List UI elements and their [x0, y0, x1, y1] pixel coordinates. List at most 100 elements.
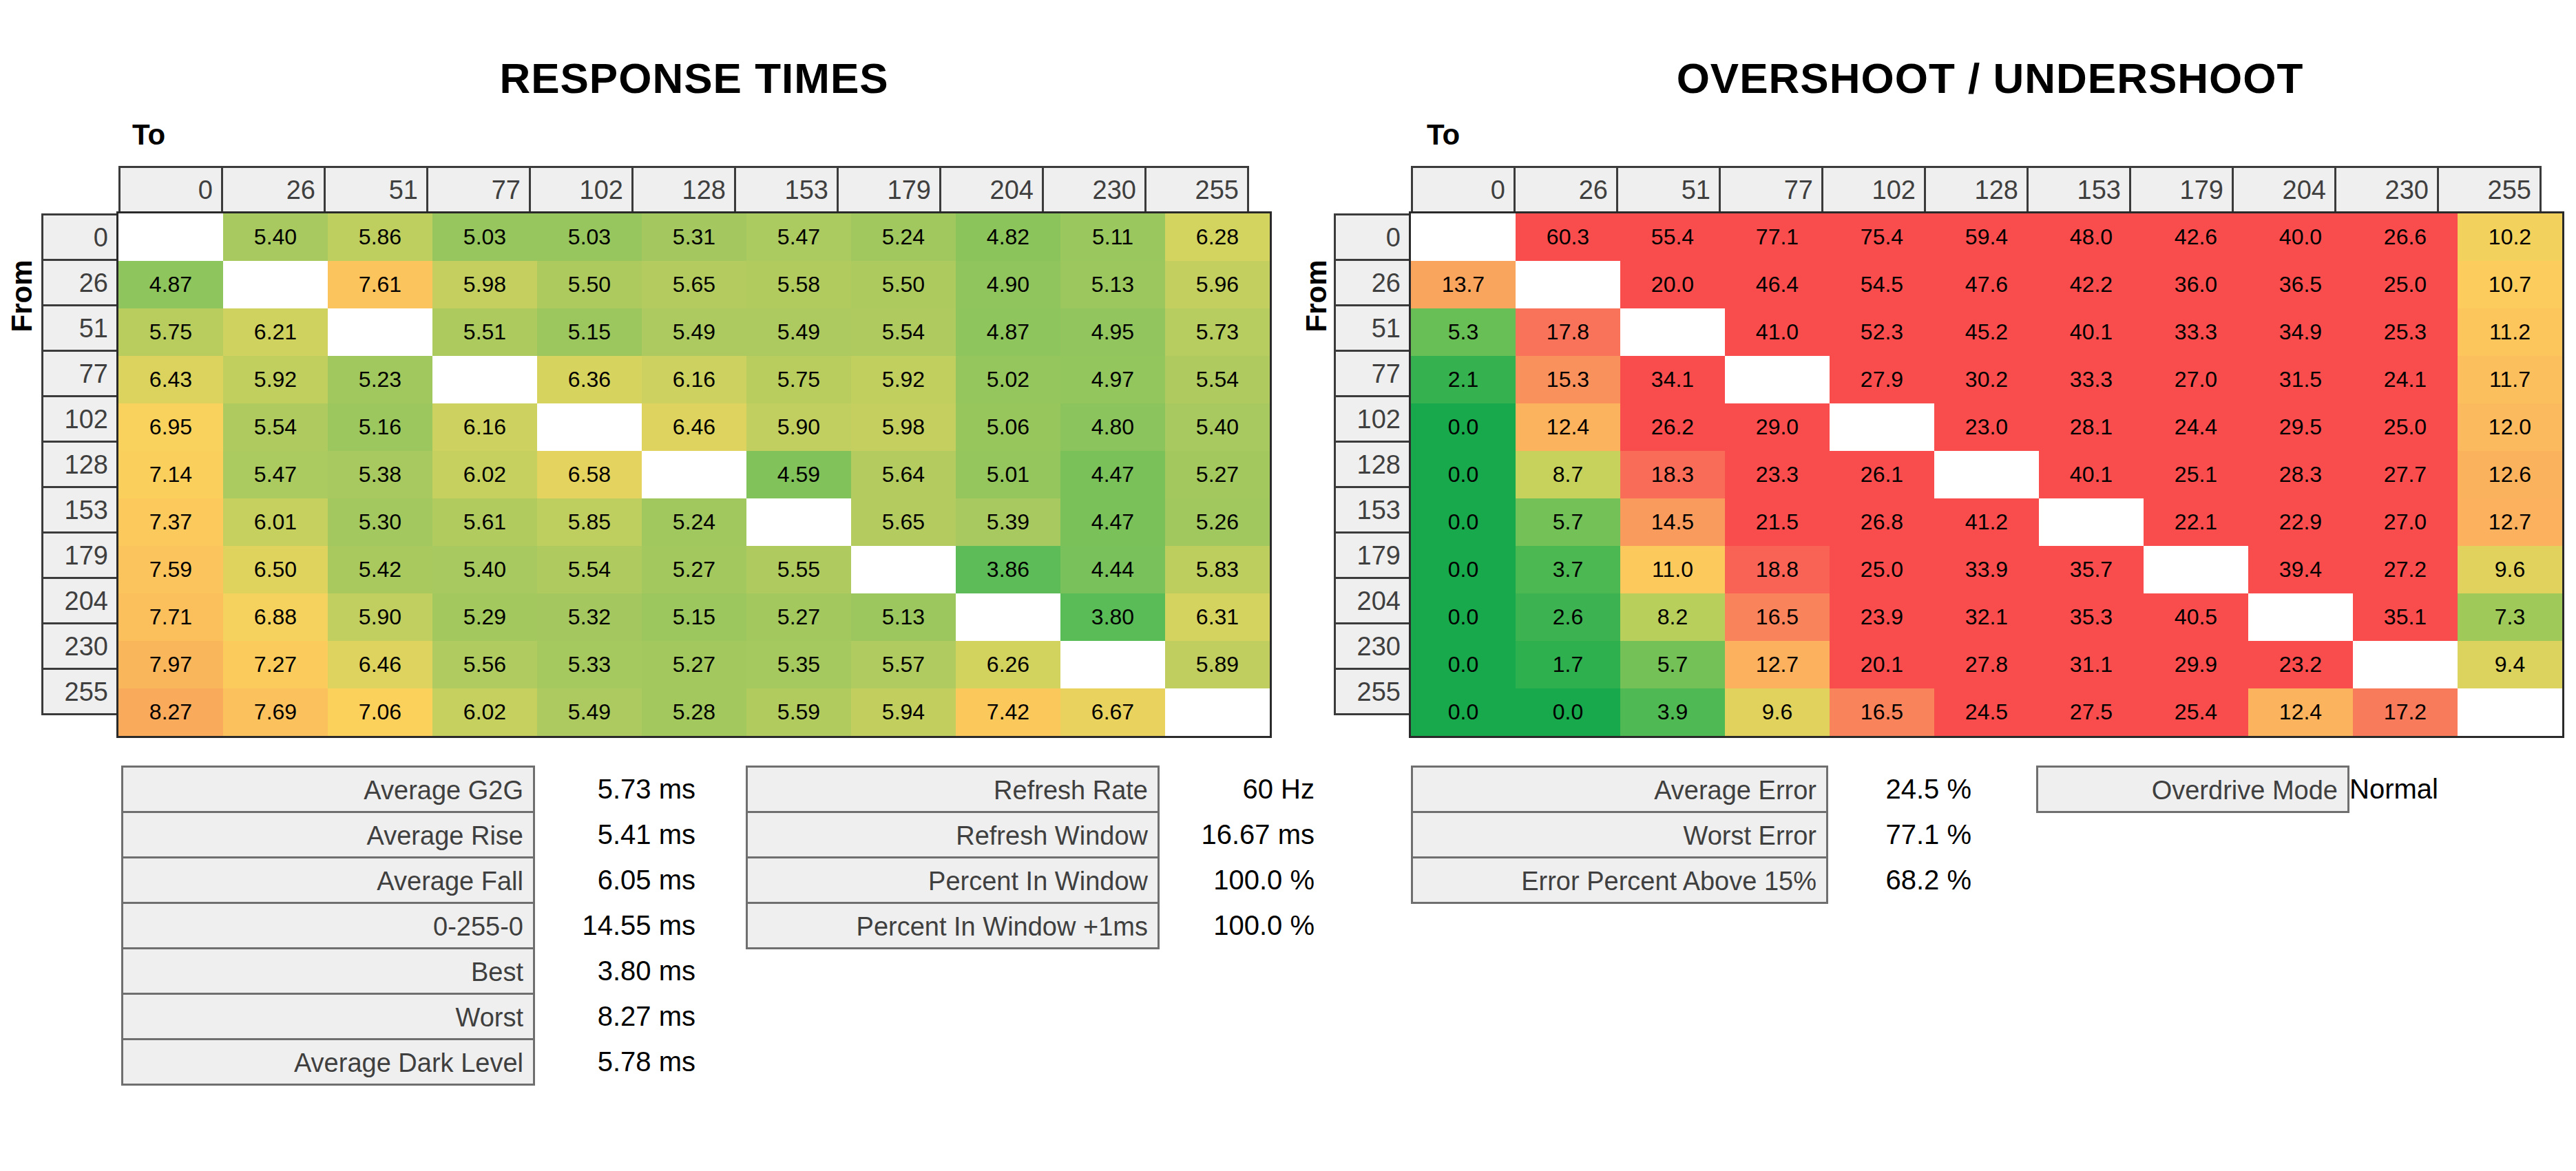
to-level-header: 0: [1411, 166, 1516, 213]
stat-label: Best: [121, 947, 535, 995]
heatmap-cell: 3.80: [1060, 593, 1165, 641]
heatmap-cell: 22.9: [2248, 498, 2353, 546]
from-level-label: 102: [1334, 395, 1411, 443]
heatmap-cell: 23.2: [2248, 641, 2353, 688]
heatmap-cell: 36.5: [2248, 261, 2353, 308]
heatmap-cell: 9.6: [2458, 546, 2562, 593]
heatmap-cell: 27.0: [2144, 356, 2248, 403]
heatmap-cell: 5.49: [642, 308, 746, 356]
heatmap-cell: 25.0: [2353, 261, 2458, 308]
heatmap-cell: 5.27: [1165, 451, 1270, 498]
heatmap-cell: 20.0: [1620, 261, 1725, 308]
heatmap-cell: 4.47: [1060, 498, 1165, 546]
heatmap-cell: 5.54: [1165, 356, 1270, 403]
stat-row: Refresh Rate60 Hz: [746, 766, 1315, 813]
to-level-header: 179: [837, 166, 941, 213]
heatmap-cell: 4.87: [118, 261, 223, 308]
heatmap-cell: 17.8: [1516, 308, 1620, 356]
heatmap-diagonal-cell: [1725, 356, 1830, 403]
heatmap-cell: 26.6: [2353, 213, 2458, 261]
heatmap-cell: 5.54: [537, 546, 642, 593]
from-level-label: 179: [1334, 531, 1411, 579]
heatmap-cell: 75.4: [1830, 213, 1934, 261]
from-level-label: 204: [1334, 577, 1411, 624]
heatmap-diagonal-cell: [1934, 451, 2039, 498]
to-level-header: 77: [1719, 166, 1823, 213]
heatmap-cell: 35.7: [2039, 546, 2144, 593]
heatmap-cell: 0.0: [1411, 403, 1516, 451]
stat-value: 14.55 ms: [535, 902, 695, 949]
heatmap-cell: 4.59: [746, 451, 851, 498]
stat-row: Average Fall6.05 ms: [121, 856, 695, 904]
heatmap-cell: 5.27: [642, 546, 746, 593]
heatmap-cell: 8.7: [1516, 451, 1620, 498]
heatmap-cell: 0.0: [1411, 593, 1516, 641]
heatmap-cell: 6.28: [1165, 213, 1270, 261]
stat-row: Average Error24.5 %: [1411, 766, 1971, 813]
heatmap-cell: 39.4: [2248, 546, 2353, 593]
stat-value: 100.0 %: [1160, 856, 1315, 904]
overshoot-heatmap: 60.355.477.175.459.448.042.640.026.610.2…: [1409, 211, 2564, 738]
heatmap-cell: 4.90: [956, 261, 1060, 308]
heatmap-cell: 5.32: [537, 593, 642, 641]
heatmap-cell: 5.50: [537, 261, 642, 308]
heatmap-cell: 25.0: [2353, 403, 2458, 451]
overshoot-row-labels: 0265177102128153179204230255: [1334, 213, 1411, 715]
from-level-label: 51: [1334, 304, 1411, 352]
heatmap-cell: 8.27: [118, 688, 223, 736]
heatmap-cell: 5.98: [851, 403, 956, 451]
heatmap-cell: 5.54: [223, 403, 328, 451]
stat-value: 3.80 ms: [535, 947, 695, 995]
heatmap-cell: 11.0: [1620, 546, 1725, 593]
to-level-header: 77: [426, 166, 531, 213]
heatmap-cell: 5.85: [537, 498, 642, 546]
heatmap-cell: 6.16: [432, 403, 537, 451]
to-level-header: 255: [1144, 166, 1249, 213]
heatmap-diagonal-cell: [2248, 593, 2353, 641]
stat-value: 100.0 %: [1160, 902, 1315, 949]
heatmap-cell: 3.86: [956, 546, 1060, 593]
heatmap-cell: 5.27: [642, 641, 746, 688]
heatmap-cell: 5.24: [642, 498, 746, 546]
to-level-header: 26: [221, 166, 326, 213]
heatmap-cell: 26.8: [1830, 498, 1934, 546]
stat-row: Overdrive ModeNormal: [2036, 766, 2564, 813]
heatmap-cell: 5.96: [1165, 261, 1270, 308]
heatmap-cell: 1.7: [1516, 641, 1620, 688]
heatmap-diagonal-cell: [746, 498, 851, 546]
stat-label: 0-255-0: [121, 902, 535, 949]
to-level-header: 51: [324, 166, 428, 213]
stat-label: Average G2G: [121, 766, 535, 813]
heatmap-cell: 33.3: [2144, 308, 2248, 356]
heatmap-cell: 6.43: [118, 356, 223, 403]
heatmap-cell: 5.29: [432, 593, 537, 641]
heatmap-cell: 31.5: [2248, 356, 2353, 403]
heatmap-cell: 55.4: [1620, 213, 1725, 261]
stat-row: Worst8.27 ms: [121, 993, 695, 1040]
heatmap-cell: 5.26: [1165, 498, 1270, 546]
stat-value: Normal: [2349, 766, 2564, 813]
heatmap-cell: 2.6: [1516, 593, 1620, 641]
heatmap-diagonal-cell: [851, 546, 956, 593]
heatmap-cell: 4.95: [1060, 308, 1165, 356]
stat-row: Average G2G5.73 ms: [121, 766, 695, 813]
heatmap-cell: 4.82: [956, 213, 1060, 261]
heatmap-cell: 25.0: [1830, 546, 1934, 593]
heatmap-cell: 5.56: [432, 641, 537, 688]
heatmap-cell: 11.2: [2458, 308, 2562, 356]
heatmap-cell: 34.9: [2248, 308, 2353, 356]
heatmap-cell: 59.4: [1934, 213, 2039, 261]
heatmap-cell: 12.7: [2458, 498, 2562, 546]
heatmap-cell: 5.38: [328, 451, 432, 498]
heatmap-cell: 34.1: [1620, 356, 1725, 403]
stat-row: Best3.80 ms: [121, 947, 695, 995]
heatmap-cell: 5.02: [956, 356, 1060, 403]
heatmap-cell: 15.3: [1516, 356, 1620, 403]
heatmap-cell: 26.2: [1620, 403, 1725, 451]
from-level-label: 230: [1334, 622, 1411, 670]
heatmap-cell: 22.1: [2144, 498, 2248, 546]
heatmap-cell: 28.1: [2039, 403, 2144, 451]
heatmap-cell: 12.6: [2458, 451, 2562, 498]
heatmap-cell: 29.5: [2248, 403, 2353, 451]
heatmap-cell: 35.3: [2039, 593, 2144, 641]
